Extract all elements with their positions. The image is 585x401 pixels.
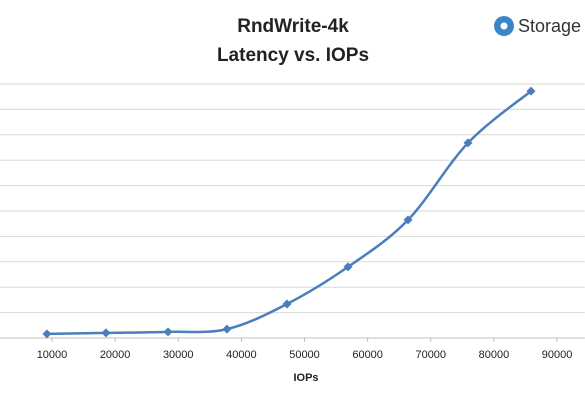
line: [46, 90, 532, 336]
logo: Storage: [494, 16, 581, 36]
chart-subtitle: Latency vs. IOPs: [217, 45, 369, 66]
marker: [282, 299, 292, 309]
marker: [163, 327, 173, 337]
x-tick-label: 40000: [226, 349, 257, 361]
marker: [222, 324, 232, 334]
x-tick-label: 50000: [289, 349, 320, 361]
logo-text: Storage: [518, 16, 581, 36]
x-axis-label: IOPs: [293, 372, 318, 384]
x-tick-label: 70000: [415, 349, 446, 361]
x-tick-label: 60000: [352, 349, 383, 361]
x-tick-label: 80000: [479, 349, 510, 361]
marker: [343, 262, 353, 272]
marker: [526, 86, 536, 96]
x-tick-label: 20000: [100, 349, 131, 361]
chart-title: RndWrite-4k: [237, 16, 349, 37]
marker: [403, 215, 413, 225]
x-tick-label: 90000: [542, 349, 573, 361]
logo-icon-hole: [500, 22, 508, 30]
x-tick-label: 10000: [37, 349, 68, 361]
marker: [42, 329, 52, 339]
marker: [463, 138, 473, 148]
marker: [101, 328, 111, 338]
x-tick-label: 30000: [163, 349, 194, 361]
